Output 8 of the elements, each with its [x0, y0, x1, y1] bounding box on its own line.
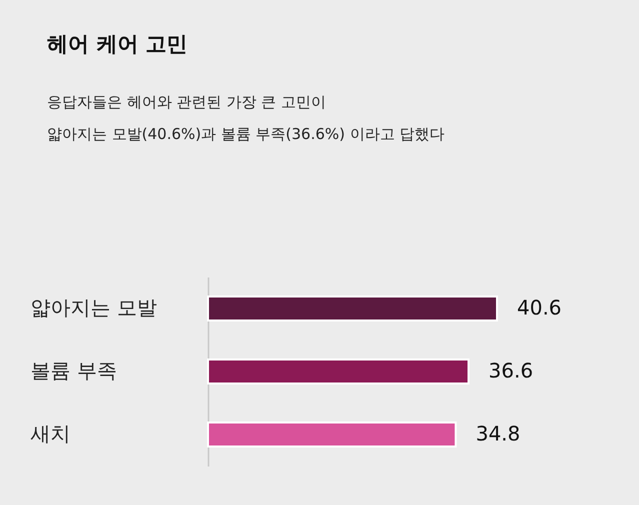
data-label: 36.6: [488, 358, 534, 382]
y-tick-label: 새치: [30, 422, 70, 446]
data-label: 34.8: [476, 422, 520, 446]
chart-title: 헤어 케어 고민: [47, 31, 188, 58]
data-label: 40.6: [517, 296, 562, 320]
chart-subtitle: 응답자들은 헤어와 관련된 가장 큰 고민이 얇아지는 모발(40.6%)과 볼륨 부족(36.6%) 이라고 답했다: [47, 92, 445, 145]
y-tick-label: 볼륨 부족: [30, 358, 117, 382]
y-tick-label: 얇아지는 모발: [30, 296, 157, 320]
